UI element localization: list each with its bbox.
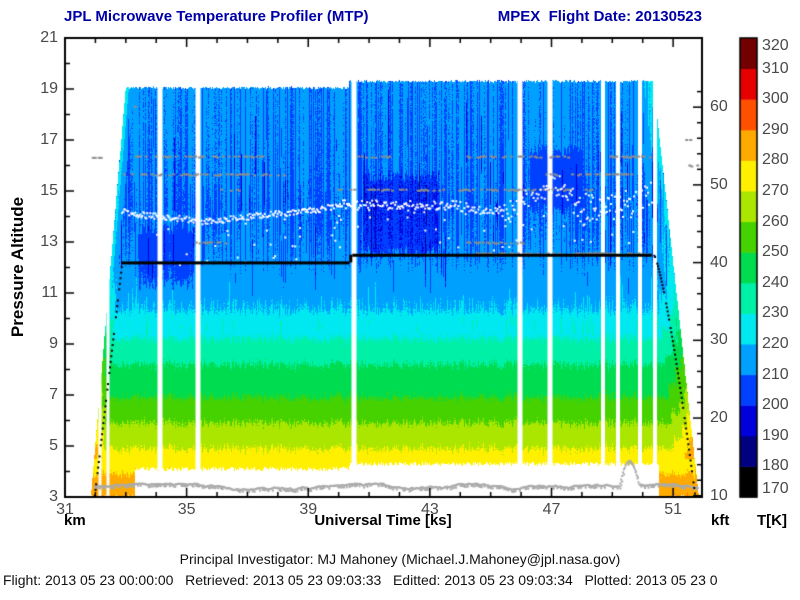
colorbar-tick-label: 180 [762, 457, 789, 475]
plot-title: JPL Microwave Temperature Profiler (MTP) [64, 8, 369, 25]
colorbar-tick-label: 210 [762, 365, 789, 383]
x-tick-label: 51 [664, 501, 682, 518]
colorbar-unit-label: T[K] [757, 512, 787, 529]
x-tick-label: 43 [420, 501, 439, 518]
colorbar-tick-label: 220 [762, 335, 789, 352]
colorbar-tick-label: 250 [762, 243, 789, 261]
colorbar-tick-label: 260 [762, 212, 789, 230]
x-axis-title: Universal Time [ks] [314, 512, 452, 529]
colorbar-tick-label: 300 [762, 90, 789, 108]
y-tick-label: 11 [41, 284, 58, 301]
colorbar-tick-label: 320 [762, 37, 789, 54]
pi-line: Principal Investigator: MJ Mahoney (Mich… [179, 551, 621, 567]
y-tick-label: 5 [49, 437, 58, 454]
colorbar-tick-label: 190 [762, 426, 789, 444]
status-line: Flight: 2013 05 23 00:00:00 Retrieved: 2… [3, 572, 718, 588]
right-axis-unit-label: kft [711, 512, 730, 529]
colorbar-tick-label: 200 [762, 396, 789, 414]
colorbar-tick-label: 280 [762, 151, 789, 169]
kft-tick-label: 30 [710, 331, 728, 349]
colorbar-tick-label: 230 [762, 304, 789, 322]
kft-tick-label: 50 [710, 175, 728, 193]
flight-date-label: MPEX Flight Date: 20130523 [497, 8, 702, 25]
y-tick-label: 7 [49, 386, 58, 403]
left-axis-unit-label: km [64, 512, 86, 529]
y-tick-label: 3 [49, 488, 58, 505]
y-tick-label: 21 [40, 29, 58, 46]
y-tick-label: 17 [40, 131, 58, 148]
colorbar-tick-label: 310 [762, 59, 789, 77]
y-tick-label: 19 [40, 80, 58, 97]
x-tick-label: 39 [299, 501, 318, 518]
colorbar-tick-label: 290 [762, 120, 789, 138]
kft-tick-label: 60 [710, 98, 728, 116]
kft-tick-label: 20 [710, 409, 728, 427]
y-tick-label: 9 [49, 335, 58, 352]
x-tick-label: 35 [177, 501, 196, 518]
x-tick-label: 31 [56, 501, 74, 518]
colorbar-tick-label: 170 [762, 480, 789, 497]
y-tick-label: 15 [40, 182, 58, 199]
x-tick-label: 47 [542, 501, 561, 518]
colorbar-tick-label: 240 [762, 273, 789, 291]
kft-tick-label: 10 [710, 486, 728, 504]
colorbar-tick-label: 270 [762, 182, 789, 199]
kft-tick-label: 40 [710, 253, 728, 271]
y-tick-label: 13 [40, 233, 58, 250]
